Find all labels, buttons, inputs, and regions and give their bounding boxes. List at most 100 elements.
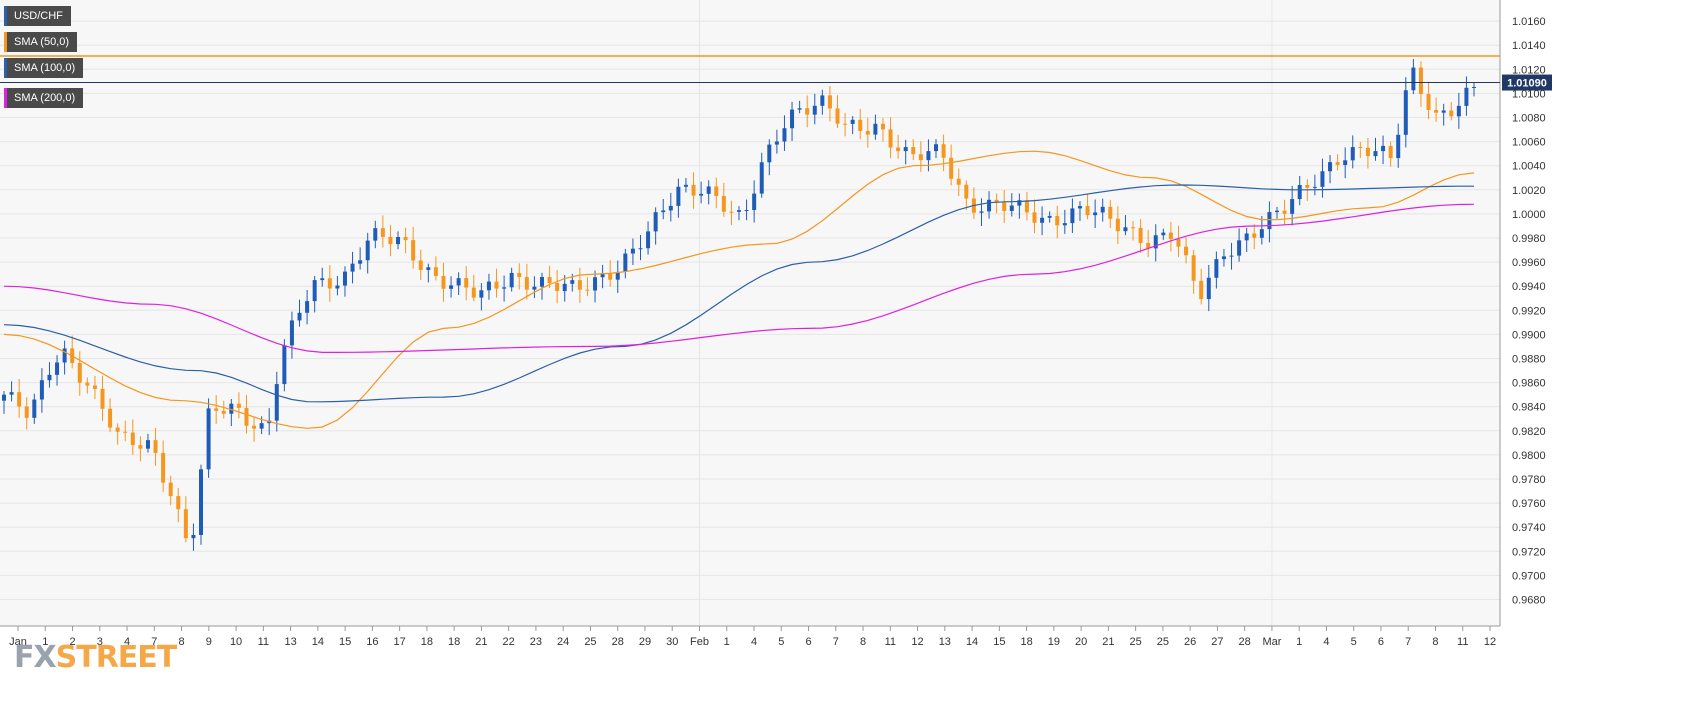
candle-body xyxy=(161,452,166,483)
candle-body xyxy=(987,199,992,212)
candle-body xyxy=(1040,217,1045,223)
candle-body xyxy=(1282,210,1287,214)
x-tick-label: 18 xyxy=(421,636,433,648)
candle-body xyxy=(108,408,113,428)
candle-body xyxy=(426,267,431,270)
candle-body xyxy=(1274,210,1279,213)
candle-body xyxy=(524,277,529,290)
candle-body xyxy=(562,283,567,292)
current-price-tag xyxy=(1502,74,1552,91)
candle-body xyxy=(1373,151,1378,157)
y-tick-label: 1.0160 xyxy=(1512,16,1546,28)
candle-body xyxy=(100,388,105,409)
legend-sma100[interactable]: SMA (100,0) xyxy=(4,58,84,78)
candle-body xyxy=(1328,162,1333,172)
y-tick-label: 0.9800 xyxy=(1512,450,1546,462)
candle-body xyxy=(396,237,401,245)
x-tick-label: 25 xyxy=(1130,636,1142,648)
candle-body xyxy=(471,287,476,298)
candle-body xyxy=(373,228,378,241)
candle-body xyxy=(77,362,82,383)
x-tick-label: 11 xyxy=(1457,636,1468,648)
legend-usdchf[interactable]: USD/CHF xyxy=(4,6,71,26)
candle-body xyxy=(1032,212,1037,223)
legend-label: SMA (50,0) xyxy=(14,36,70,48)
candle-body xyxy=(691,184,696,196)
fxstreet-logo: FXSTREET xyxy=(14,640,177,675)
candle-body xyxy=(191,534,196,539)
x-tick-label: 25 xyxy=(584,636,596,648)
candle-body xyxy=(494,281,499,289)
candle-body xyxy=(1343,160,1348,166)
candle-body xyxy=(1206,277,1211,300)
candle-body xyxy=(1464,87,1469,106)
candle-body xyxy=(668,205,673,211)
candle-body xyxy=(1237,240,1242,256)
candle-body xyxy=(812,105,817,115)
x-tick-label: 7 xyxy=(1405,636,1411,648)
legend-swatch xyxy=(4,88,7,108)
y-tick-label: 0.9980 xyxy=(1512,233,1546,245)
candle-body xyxy=(744,209,749,211)
y-tick-label: 0.9920 xyxy=(1512,305,1546,317)
y-tick-label: 1.0100 xyxy=(1512,88,1546,100)
x-tick-label: 14 xyxy=(312,636,324,648)
y-tick-label: 1.0120 xyxy=(1512,64,1546,76)
x-tick-label: 13 xyxy=(939,636,951,648)
x-tick-label: 28 xyxy=(612,636,624,648)
candle-body xyxy=(380,228,385,237)
legend-sma200[interactable]: SMA (200,0) xyxy=(4,88,84,108)
candle-body xyxy=(676,186,681,206)
x-tick-label: 7 xyxy=(151,636,157,648)
candle-body xyxy=(1138,227,1143,244)
x-tick-label: 1 xyxy=(1296,636,1302,648)
candle-body xyxy=(1411,67,1416,91)
candle-body xyxy=(1093,212,1098,216)
candle-body xyxy=(850,119,855,124)
candle-body xyxy=(252,425,257,429)
x-tick-label: 6 xyxy=(1378,636,1384,648)
x-tick-label: 11 xyxy=(885,636,896,648)
x-tick-label: 5 xyxy=(1351,636,1357,648)
candle-body xyxy=(600,273,605,278)
candle-body xyxy=(206,408,211,470)
candle-body xyxy=(926,151,931,161)
candle-body xyxy=(1267,212,1272,230)
candle-body xyxy=(880,123,885,130)
x-tick-label: 20 xyxy=(1075,636,1087,648)
candle-body xyxy=(1244,233,1249,241)
candle-body xyxy=(1229,255,1234,257)
candle-body xyxy=(706,186,711,194)
candle-body xyxy=(244,407,249,426)
candle-body xyxy=(858,119,863,131)
candle-body xyxy=(92,385,97,389)
x-tick-label: 11 xyxy=(258,636,269,648)
candle-body xyxy=(790,109,795,129)
candle-body xyxy=(502,287,507,289)
candle-body xyxy=(1199,280,1204,300)
candle-body xyxy=(486,281,491,291)
candle-body xyxy=(115,427,120,432)
x-tick-label: 5 xyxy=(778,636,784,648)
legend-sma50[interactable]: SMA (50,0) xyxy=(4,32,78,52)
candle-body xyxy=(221,410,226,414)
candle-body xyxy=(896,147,901,152)
candle-body xyxy=(282,345,287,385)
candle-body xyxy=(183,509,188,539)
candle-body xyxy=(721,196,726,212)
candle-body xyxy=(661,210,666,213)
candle-body xyxy=(176,496,181,510)
sma-line xyxy=(3,203,1475,353)
candle-body xyxy=(1153,235,1158,249)
candle-body xyxy=(2,394,6,401)
candle-body xyxy=(464,278,469,288)
candle-body xyxy=(805,108,810,115)
candle-body xyxy=(570,280,575,284)
x-tick-label: 24 xyxy=(557,636,569,648)
candle-body xyxy=(214,408,219,411)
candle-body xyxy=(449,285,454,289)
candle-body xyxy=(1176,239,1181,247)
candle-body xyxy=(335,285,340,289)
